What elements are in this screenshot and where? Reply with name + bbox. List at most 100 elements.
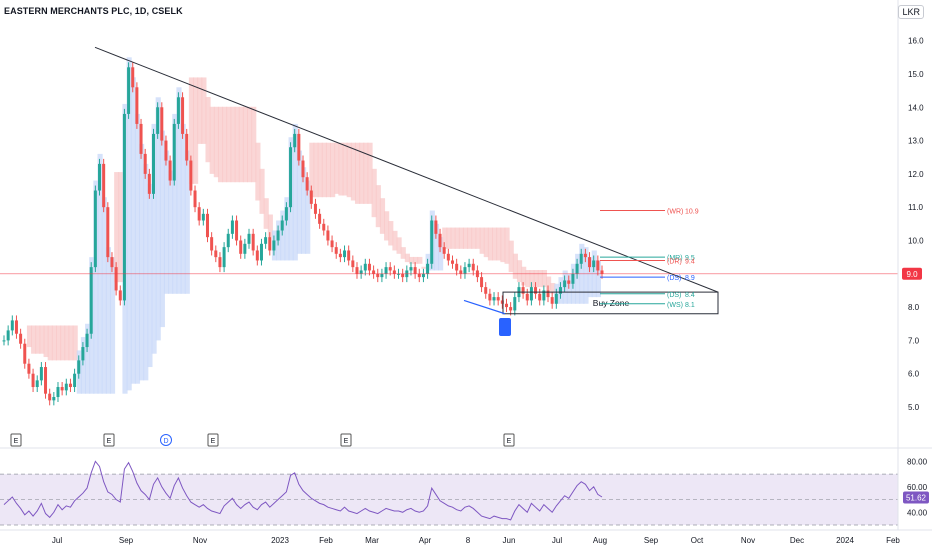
x-tick-label: Feb [319, 536, 333, 545]
cloud-segment [479, 227, 485, 254]
candle-body [2, 340, 6, 342]
currency-label[interactable]: LKR [898, 5, 924, 19]
cloud-segment [292, 123, 298, 261]
cloud-segment [384, 211, 390, 241]
cloud-segment [350, 142, 356, 201]
cloud-segment [126, 57, 132, 391]
cloud-segment [541, 269, 548, 288]
kumo-cloud [26, 57, 601, 394]
y-tick-label: 14.0 [908, 103, 924, 112]
cloud-segment [209, 106, 215, 174]
cloud-segment [238, 106, 244, 183]
annotations: 9.0 Buy Zone (WR) 10.9 (MR) 9.5(DR) 9.4 (DS) 8.9… [0, 46, 922, 447]
candle-body [243, 243, 247, 254]
candle-body [276, 230, 280, 241]
cloud-segment [483, 227, 489, 258]
candle-body [235, 220, 239, 241]
earnings-marker-label: E [107, 438, 112, 445]
cloud-segment [60, 325, 66, 361]
pivot-value: 10.9 [685, 209, 699, 216]
cloud-segment [529, 269, 535, 288]
candle-body [172, 123, 176, 181]
cloud-segment [325, 142, 332, 198]
candle-body [322, 223, 326, 231]
candle-body [64, 383, 68, 391]
cloud-segment [396, 237, 402, 254]
x-tick-label: Nov [741, 536, 755, 545]
rsi-line [3, 460, 603, 521]
cloud-segment [64, 325, 70, 361]
candle-body [372, 270, 376, 274]
candle-body [189, 160, 193, 191]
cloud-segment [521, 266, 527, 286]
cloud-segment [51, 325, 57, 361]
candle-body [127, 67, 131, 114]
candle-body [73, 373, 77, 388]
candle-body [102, 163, 106, 208]
earnings-marker-label: E [211, 438, 216, 445]
cloud-segment [346, 142, 352, 198]
cloud-segment [305, 180, 311, 254]
y-tick-label: 15.0 [908, 70, 924, 79]
candle-body [438, 233, 442, 248]
cloud-segment [296, 150, 302, 254]
cloud-segment [39, 325, 45, 354]
y-tick-label: 16.0 [908, 37, 924, 46]
candle-body [52, 397, 56, 401]
cloud-segment [284, 197, 290, 261]
dividend-marker [160, 434, 172, 446]
cloud-segment [512, 253, 518, 279]
cloud-segment [404, 253, 410, 263]
x-tick-label: Nov [193, 536, 207, 545]
cloud-segment [147, 183, 153, 368]
y-tick-label: 13.0 [908, 137, 924, 146]
cloud-segment [359, 142, 365, 204]
pivot-label: (DS) [667, 292, 681, 299]
last-price-tag-bg [902, 267, 922, 280]
candle-body [305, 177, 309, 191]
cloud-segment [43, 325, 49, 358]
candle-body [23, 343, 27, 364]
cloud-segment [433, 223, 440, 271]
x-tick-label: Oct [691, 536, 704, 545]
candle-body [318, 213, 322, 224]
cloud-segment [471, 227, 477, 249]
candle-body [164, 140, 168, 161]
cloud-segment [587, 257, 593, 298]
candle-body [289, 147, 293, 208]
candle-body [226, 233, 230, 248]
candle-body [579, 253, 583, 264]
cloud-segment [388, 221, 394, 246]
cloud-segment [313, 142, 319, 198]
candle-body [259, 243, 263, 261]
cloud-segment [276, 220, 282, 261]
cloud-segment [425, 253, 431, 271]
candle-body [309, 190, 313, 204]
pivot-value: 9.4 [685, 258, 695, 265]
earnings-marker [207, 433, 219, 447]
cloud-segment [151, 123, 157, 354]
cloud-segment [280, 210, 286, 261]
cloud-segment [496, 227, 502, 261]
candle-body [363, 263, 367, 271]
x-tick-label: Apr [419, 536, 432, 545]
rsi-tick-label: 40.00 [907, 508, 928, 517]
candle-body [19, 333, 23, 344]
rsi-tick-label: 60.00 [907, 483, 928, 492]
x-tick-label: Feb [886, 536, 900, 545]
y-tick-label: 6.0 [908, 370, 920, 379]
cloud-segment [595, 260, 601, 298]
earnings-marker-label: E [507, 438, 512, 445]
candle-body [10, 320, 14, 331]
candle-body [550, 297, 554, 304]
cloud-segment [413, 256, 419, 264]
x-tick-label: Dec [790, 536, 804, 545]
candle-body [77, 360, 81, 374]
cloud-segment [55, 325, 62, 361]
candle-body [89, 267, 93, 334]
cloud-segment [201, 77, 207, 144]
candle-body [168, 160, 172, 181]
cloud-segment [134, 113, 141, 384]
cloud-segment [446, 227, 452, 249]
